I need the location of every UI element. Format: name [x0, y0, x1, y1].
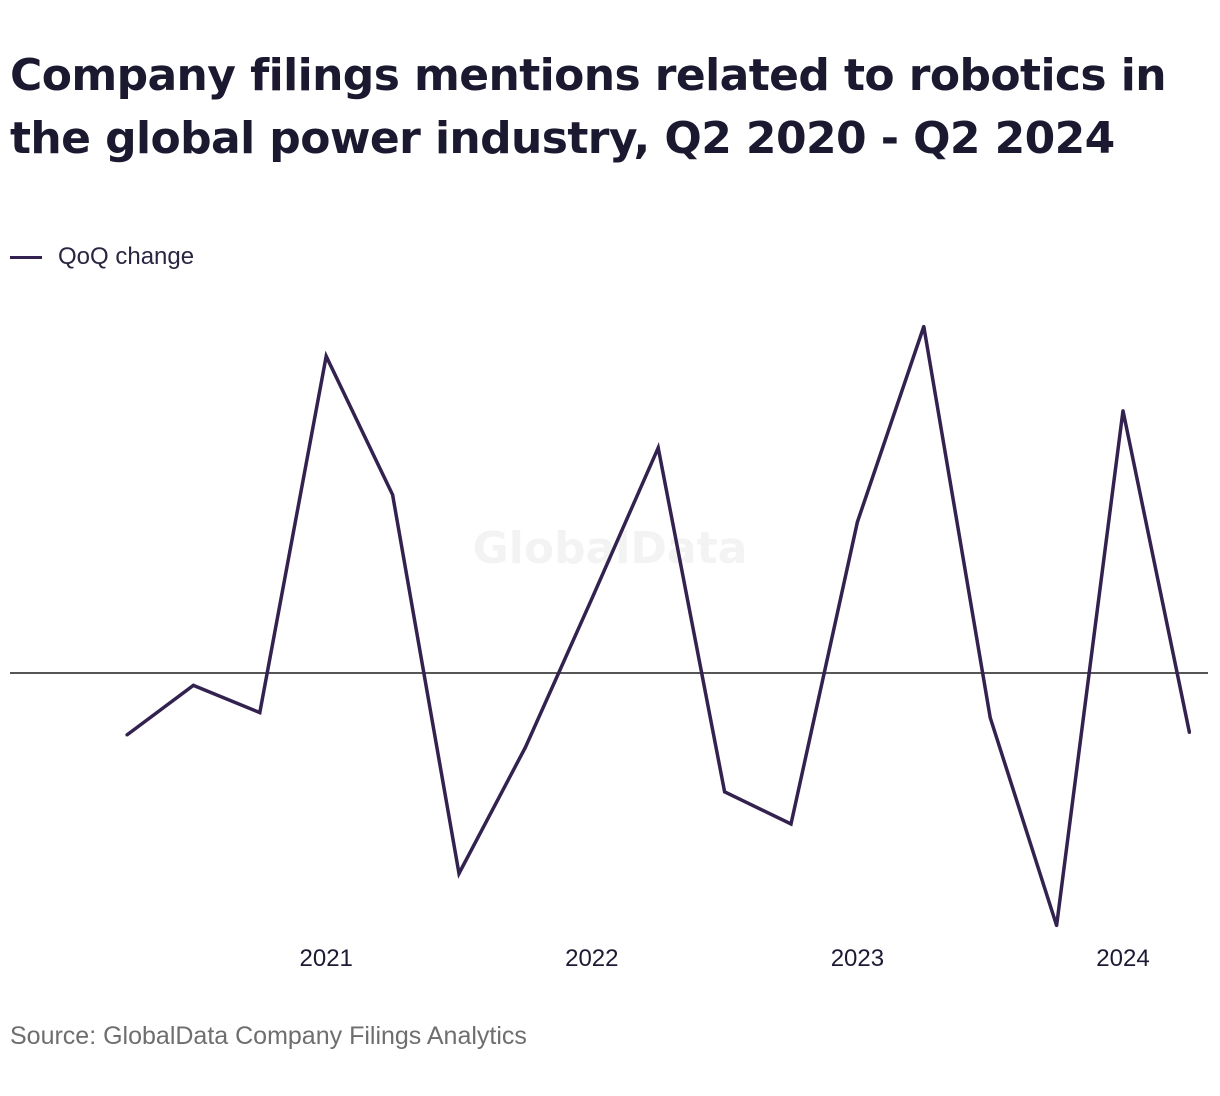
source-note: Source: GlobalData Company Filings Analy…	[10, 1022, 527, 1050]
data-point	[1121, 409, 1125, 413]
chart-title: Company filings mentions related to robo…	[10, 50, 1167, 164]
legend-label: QoQ change	[58, 243, 195, 270]
data-point	[523, 745, 528, 749]
data-point	[324, 354, 328, 358]
data-point	[789, 822, 793, 826]
data-point	[191, 683, 195, 687]
data-point	[723, 790, 727, 794]
data-point	[590, 597, 594, 601]
data-point	[988, 716, 992, 720]
legend-swatch	[10, 255, 42, 259]
data-point	[656, 446, 660, 450]
series-line-1	[125, 325, 1192, 927]
series-group	[125, 325, 1192, 927]
data-point	[258, 711, 262, 715]
data-point	[125, 733, 129, 737]
data-point	[1055, 923, 1059, 928]
data-point	[922, 324, 926, 329]
x-tick-label: 2021	[300, 945, 353, 972]
x-tick-label: 2023	[831, 945, 884, 972]
legend: QoQ change	[10, 242, 194, 272]
x-axis-ticks: 2021 2022 2023 2024	[300, 945, 1150, 972]
x-tick-label: 2022	[565, 945, 618, 972]
points-group	[125, 324, 1191, 928]
data-point	[1187, 730, 1191, 734]
data-point	[391, 493, 395, 497]
data-point	[855, 520, 860, 524]
line-chart: GlobalData 2021 2022 2023 2024	[10, 324, 1208, 972]
x-tick-label: 2024	[1096, 945, 1149, 972]
data-point	[457, 871, 461, 876]
watermark: GlobalData	[473, 523, 748, 574]
